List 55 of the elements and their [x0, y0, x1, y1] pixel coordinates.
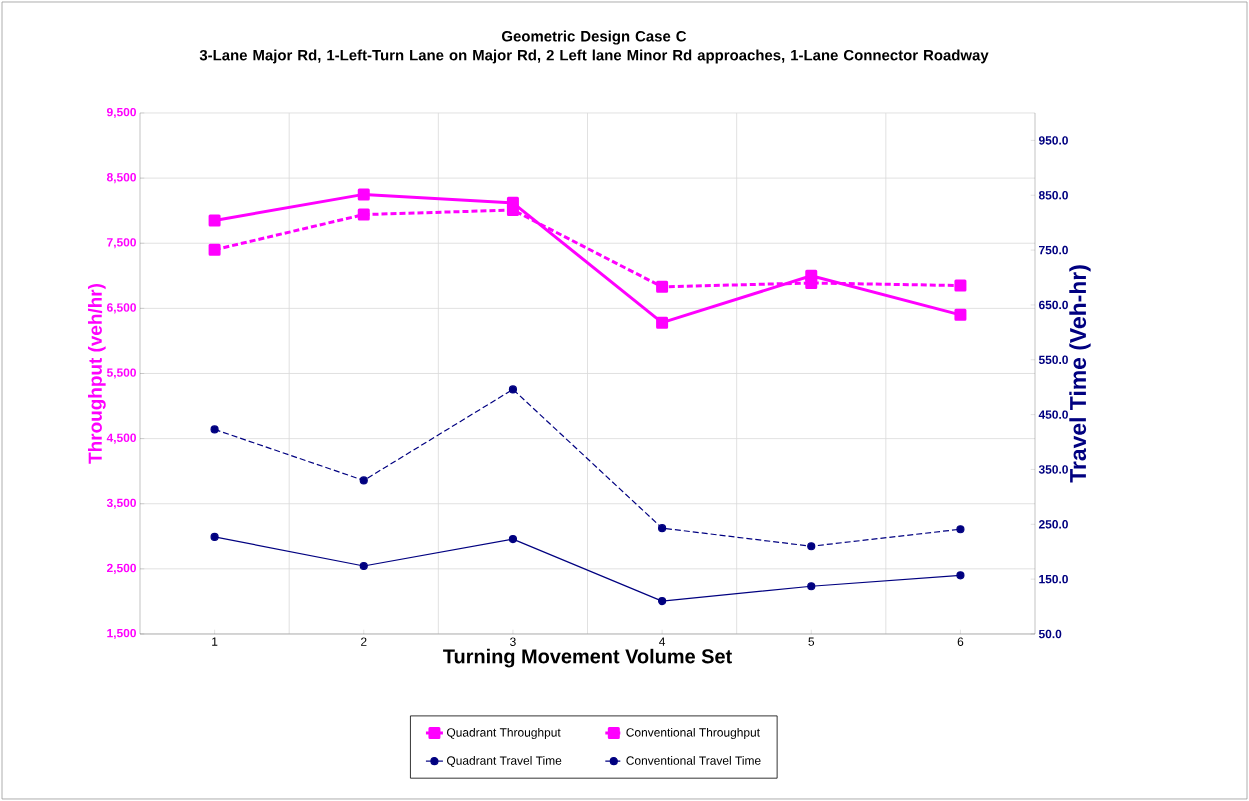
x-axis-title: Turning Movement Volume Set — [443, 648, 732, 668]
x-tick-label: 2 — [361, 637, 367, 646]
y2-tick-label: 350.0 — [1038, 465, 1068, 474]
point — [357, 188, 370, 201]
point — [210, 425, 219, 434]
y2-tick-label: 750.0 — [1039, 245, 1068, 255]
point — [210, 532, 219, 542]
y-tick-label: 5,500 — [106, 368, 136, 379]
legend-label: Conventional Travel Time — [626, 756, 761, 765]
point — [508, 385, 518, 394]
y2-tick-label: 450.0 — [1038, 410, 1068, 419]
point — [656, 316, 669, 329]
y2-tick-label: 250.0 — [1038, 520, 1068, 529]
y2-tick-label: 150.0 — [1039, 574, 1068, 584]
y-tick-label: 6,500 — [107, 303, 136, 314]
point — [359, 476, 368, 485]
y-tick-label: 7,500 — [107, 238, 136, 249]
x-tick-label: 5 — [808, 637, 815, 646]
y-tick-label: 9,500 — [106, 107, 136, 119]
legend-label: Conventional Throughput — [626, 727, 760, 740]
point — [208, 243, 221, 256]
y2-tick-label: 850.0 — [1038, 191, 1068, 200]
x-tick-label: 4 — [659, 637, 666, 646]
y-axis-title: Throughput (veh/hr) — [88, 284, 106, 464]
point — [208, 214, 221, 227]
y2-tick-label: 650.0 — [1038, 300, 1068, 310]
point — [656, 280, 669, 293]
chart-subtitle: 3-Lane Major Rd, 1-Left-Turn Lane on Major Rd, 2 Left lane Minor Rd approaches, 1-Lane Connector Roadway — [199, 49, 989, 64]
point — [657, 524, 667, 533]
x-tick-label: 6 — [957, 637, 964, 646]
y-tick-label: 4,500 — [106, 433, 136, 444]
y-tick-label: 2,500 — [106, 563, 136, 574]
y2-axis-title: Travel Time (Veh-hr) — [1069, 265, 1091, 483]
point — [357, 208, 370, 221]
point — [956, 525, 965, 534]
legend-label: Quadrant Travel Time — [447, 756, 562, 767]
x-tick-label: 3 — [510, 637, 516, 646]
point — [506, 204, 519, 217]
point — [954, 308, 967, 321]
point — [359, 561, 368, 571]
y2-tick-label: 950.0 — [1038, 136, 1068, 145]
y2-tick-label: 550.0 — [1038, 355, 1068, 364]
point — [807, 582, 816, 591]
y-tick-label: 3,500 — [106, 498, 136, 509]
y-tick-label: 8,500 — [106, 173, 136, 184]
point — [954, 279, 967, 292]
point — [807, 542, 816, 551]
y2-tick-label: 50.0 — [1038, 629, 1062, 639]
point — [956, 571, 965, 580]
chart-title: Geometric Design Case C — [502, 30, 687, 45]
point — [657, 596, 667, 606]
legend-label: Quadrant Throughput — [447, 727, 561, 740]
x-tick-label: 1 — [212, 637, 218, 646]
point — [508, 535, 518, 544]
y-tick-label: 1,500 — [107, 628, 136, 640]
